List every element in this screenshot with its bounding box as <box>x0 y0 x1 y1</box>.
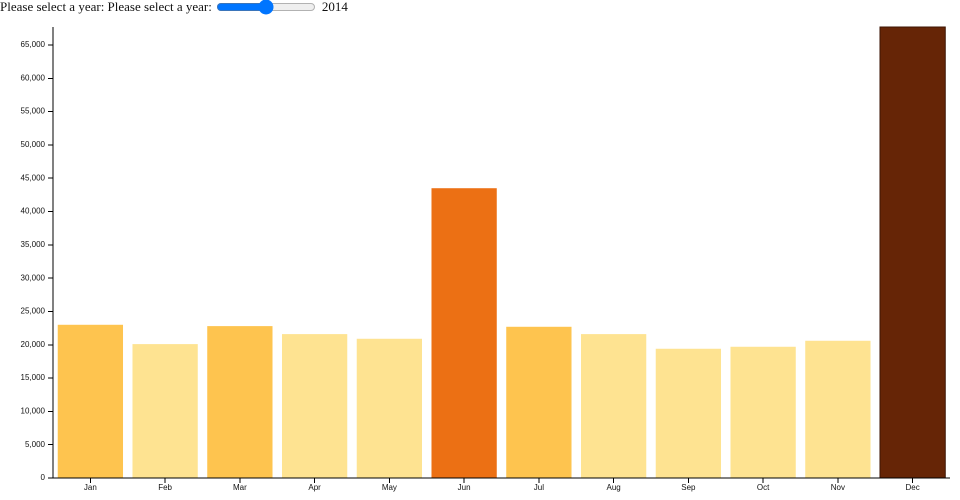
x-tick-label: Jun <box>458 483 471 492</box>
x-tick-label: Mar <box>233 483 247 492</box>
year-value: 2014 <box>321 0 348 14</box>
slider-label: Please select a year: Please select a ye… <box>0 0 212 14</box>
x-tick-label: Apr <box>308 483 321 492</box>
y-tick-label: 35,000 <box>21 240 46 249</box>
x-tick-label: Nov <box>831 483 845 492</box>
y-tick-label: 30,000 <box>21 273 46 282</box>
bar <box>207 326 273 478</box>
y-tick-label: 20,000 <box>21 340 46 349</box>
bar <box>506 326 572 478</box>
bar <box>879 26 946 479</box>
x-tick-label: Feb <box>158 483 172 492</box>
bar <box>730 346 796 478</box>
x-tick-label: Jan <box>84 483 97 492</box>
bar <box>580 334 647 478</box>
y-tick-label: 5,000 <box>25 440 46 449</box>
y-tick-label: 40,000 <box>21 207 46 216</box>
x-tick-label: Jul <box>534 483 544 492</box>
bar <box>132 344 198 478</box>
bar <box>356 338 423 478</box>
y-tick-label: 65,000 <box>21 40 46 49</box>
x-tick-label: Dec <box>906 483 920 492</box>
y-tick-label: 50,000 <box>21 140 46 149</box>
y-tick-label: 55,000 <box>21 107 46 116</box>
year-control: Please select a year: Please select a ye… <box>0 0 348 14</box>
y-tick-label: 60,000 <box>21 73 46 82</box>
bar <box>655 348 722 478</box>
x-tick-label: Aug <box>607 483 621 492</box>
y-tick-label: 45,000 <box>21 173 46 182</box>
x-tick-label: May <box>382 483 397 492</box>
y-tick-label: 0 <box>41 473 46 482</box>
y-tick-label: 15,000 <box>21 373 46 382</box>
x-tick-label: Sep <box>681 483 696 492</box>
bar <box>805 340 871 478</box>
y-tick-label: 25,000 <box>21 307 46 316</box>
year-slider[interactable] <box>215 1 316 13</box>
bar <box>431 188 497 479</box>
bar <box>281 334 348 478</box>
y-tick-label: 10,000 <box>21 406 46 415</box>
bar <box>57 324 124 478</box>
x-tick-label: Oct <box>757 483 770 492</box>
